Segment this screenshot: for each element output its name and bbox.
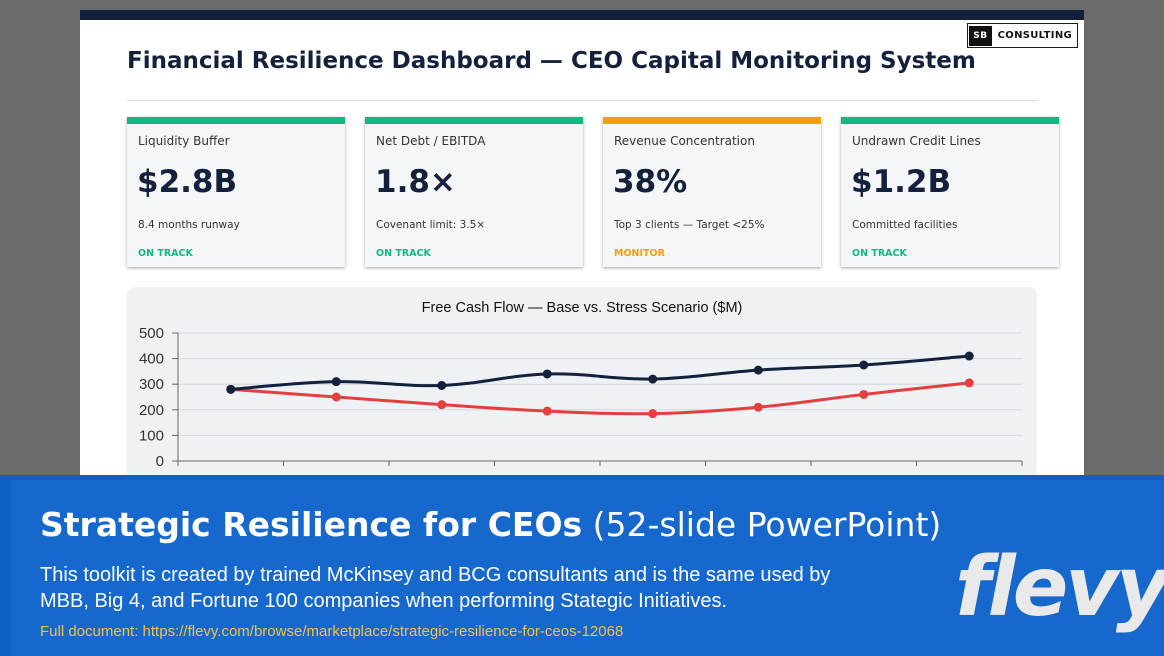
data-point <box>753 365 763 375</box>
data-point <box>437 400 447 410</box>
data-point <box>964 351 974 361</box>
kpi-value: 38% <box>613 164 688 200</box>
kpi-status: ON TRACK <box>376 248 431 259</box>
data-point <box>648 374 658 384</box>
banner-title-rest: (52-slide PowerPoint) <box>582 505 942 544</box>
banner-title-bold: Strategic Resilience for CEOs <box>40 505 583 544</box>
kpi-card-undrawn-credit-lines: Undrawn Credit Lines $1.2B Committed fac… <box>841 117 1059 267</box>
fcf-line-chart: Free Cash Flow — Base vs. Stress Scenari… <box>139 300 1023 470</box>
kpi-status: ON TRACK <box>852 248 907 259</box>
data-point <box>964 378 974 388</box>
y-tick-label: 0 <box>156 453 164 470</box>
kpi-value: 1.8× <box>375 164 456 200</box>
kpi-label: Net Debt / EBITDA <box>376 134 486 148</box>
banner-document-link[interactable]: Full document: https://flevy.com/browse/… <box>40 623 624 640</box>
data-point <box>859 389 869 399</box>
series-line <box>230 381 970 416</box>
kpi-status: MONITOR <box>614 248 665 259</box>
y-tick-label: 200 <box>139 402 164 419</box>
kpi-label: Revenue Concentration <box>614 134 755 148</box>
kpi-accent-bar <box>365 117 583 124</box>
data-point <box>331 377 341 387</box>
data-point <box>542 369 552 379</box>
kpi-card-revenue-concentration: Revenue Concentration 38% Top 3 clients … <box>603 117 821 267</box>
banner-title: Strategic Resilience for CEOs (52-slide … <box>40 505 941 544</box>
data-point <box>437 380 447 390</box>
title-divider <box>127 100 1037 101</box>
banner-description: This toolkit is created by trained McKin… <box>40 564 831 612</box>
kpi-accent-bar <box>127 117 345 124</box>
kpi-subtext: Top 3 clients — Target <25% <box>614 219 765 231</box>
kpi-card-liquidity-buffer: Liquidity Buffer $2.8B 8.4 months runway… <box>127 117 345 267</box>
data-point <box>859 360 869 370</box>
kpi-accent-bar <box>603 117 821 124</box>
brand-logo-box: SB <box>969 25 992 46</box>
data-point <box>331 392 341 402</box>
promo-banner <box>0 475 1164 656</box>
chart-title: Free Cash Flow — Base vs. Stress Scenari… <box>422 300 743 316</box>
fcf-chart-panel: Free Cash Flow — Base vs. Stress Scenari… <box>127 287 1037 490</box>
y-tick-label: 300 <box>139 376 164 393</box>
data-point <box>226 384 236 394</box>
kpi-subtext: Covenant limit: 3.5× <box>376 219 486 231</box>
kpi-subtext: Committed facilities <box>852 219 958 231</box>
kpi-card-net-debt-ebitda: Net Debt / EBITDA 1.8× Covenant limit: 3… <box>365 117 583 267</box>
y-tick-label: 500 <box>139 325 164 342</box>
data-point <box>542 406 552 416</box>
flevy-logo: flevy <box>955 540 1164 635</box>
slide-top-bar <box>80 10 1084 20</box>
brand-logo: SB CONSULTING <box>967 23 1078 48</box>
data-point <box>648 409 658 419</box>
promo-banner-inner <box>11 480 1164 656</box>
kpi-value: $1.2B <box>851 164 952 200</box>
kpi-value: $2.8B <box>137 164 238 200</box>
y-tick-label: 400 <box>139 351 164 368</box>
brand-logo-text: CONSULTING <box>997 30 1072 41</box>
slide-title: Financial Resilience Dashboard — CEO Cap… <box>127 48 976 74</box>
kpi-subtext: 8.4 months runway <box>138 219 240 231</box>
series-line <box>230 354 970 391</box>
kpi-status: ON TRACK <box>138 248 193 259</box>
data-point <box>753 402 763 412</box>
kpi-accent-bar <box>841 117 1059 124</box>
kpi-label: Undrawn Credit Lines <box>852 134 981 148</box>
kpi-label: Liquidity Buffer <box>138 134 230 148</box>
slide: SB CONSULTING Financial Resilience Dashb… <box>80 10 1084 490</box>
y-tick-label: 100 <box>139 427 164 444</box>
